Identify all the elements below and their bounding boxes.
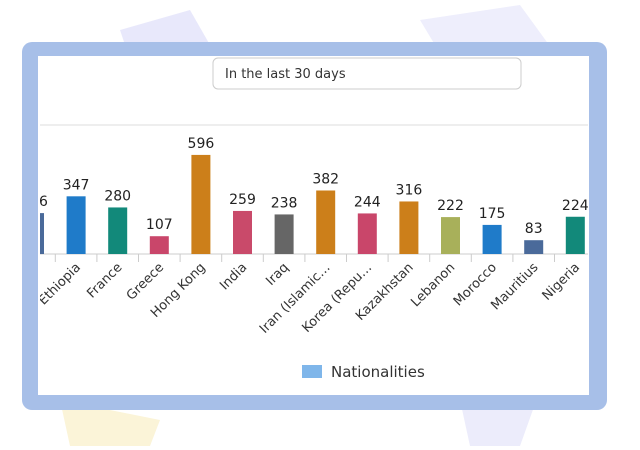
value-label: 238 bbox=[271, 195, 298, 211]
bar bbox=[316, 190, 336, 254]
bar bbox=[149, 236, 169, 254]
range-select[interactable] bbox=[212, 57, 522, 90]
value-label: 224 bbox=[562, 198, 589, 214]
bar bbox=[399, 201, 419, 254]
legend-label[interactable]: Nationalities bbox=[331, 363, 425, 381]
value-label: 316 bbox=[396, 182, 423, 198]
bar bbox=[441, 217, 460, 254]
value-label: 107 bbox=[146, 217, 173, 233]
bar bbox=[191, 154, 211, 254]
bar bbox=[108, 207, 128, 254]
value-label: 259 bbox=[229, 192, 256, 208]
bar bbox=[40, 213, 44, 254]
value-label: 244 bbox=[354, 194, 381, 210]
value-label: 280 bbox=[104, 188, 131, 204]
value-label: 596 bbox=[188, 136, 215, 152]
bar bbox=[233, 210, 252, 254]
value-label: 246 bbox=[21, 194, 48, 210]
bar bbox=[357, 213, 377, 254]
bar bbox=[66, 196, 86, 254]
bar bbox=[274, 214, 294, 254]
value-label: 175 bbox=[479, 206, 506, 222]
bar bbox=[524, 240, 544, 254]
value-label: 222 bbox=[437, 198, 464, 214]
bar bbox=[565, 216, 585, 254]
bar bbox=[482, 224, 502, 254]
value-label: 347 bbox=[63, 177, 90, 193]
range-select-text: In the last 30 days bbox=[225, 67, 346, 82]
value-label: 83 bbox=[525, 221, 543, 237]
legend-swatch[interactable] bbox=[302, 365, 322, 378]
value-label: 382 bbox=[312, 171, 339, 187]
decor bbox=[60, 400, 160, 446]
